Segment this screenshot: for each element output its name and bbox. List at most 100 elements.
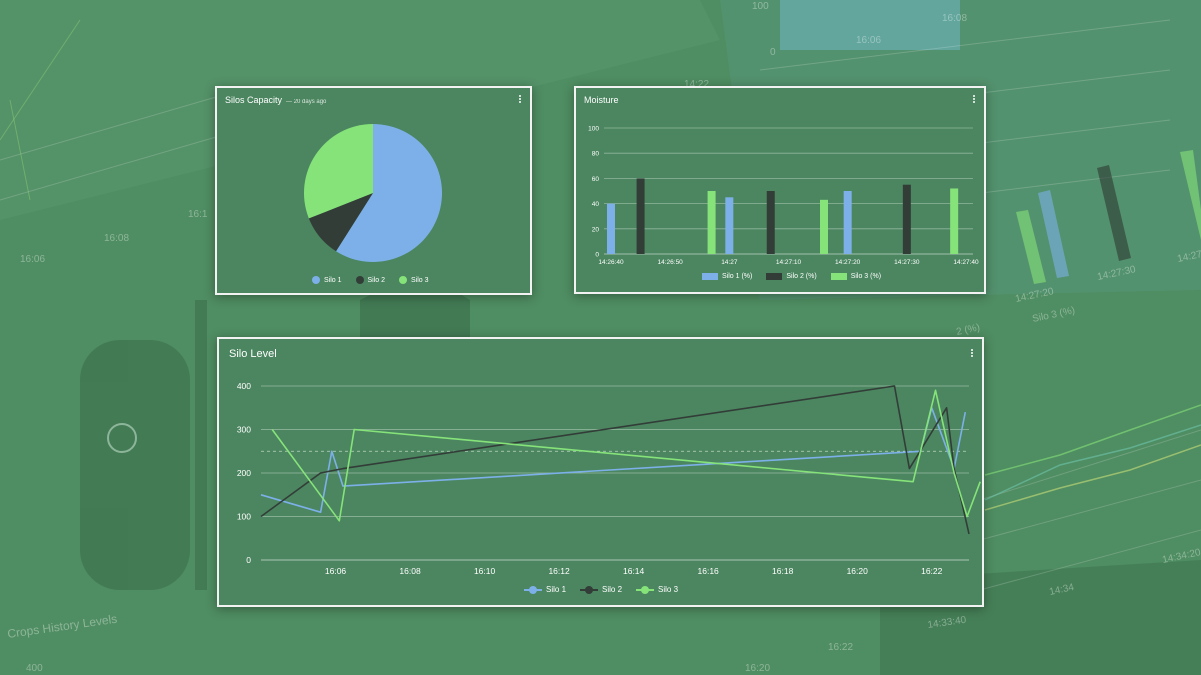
- legend-swatch: [355, 276, 364, 284]
- bg-tick-label: 16:06: [20, 254, 45, 265]
- moisture-card: Moisture 0 20 40 60 80 100 14:26:40 14:26:50 14:…: [574, 86, 986, 294]
- y-tick-label: 100: [237, 512, 251, 522]
- bar-silo-3: [820, 199, 828, 254]
- bar-silo-1: [607, 203, 615, 254]
- capacity-pie-chart: [304, 124, 442, 262]
- x-tick-label: 16:10: [474, 566, 496, 576]
- silo-level-line-chart: 0 100 200 300 400 16:06 16:08 16:10 16:12 16:14 16…: [237, 381, 981, 576]
- line-silo-1: [260, 407, 967, 513]
- legend-item-silo-3[interactable]: Silo 3 (%): [830, 273, 882, 280]
- x-tick-label: 14:27:20: [835, 259, 861, 266]
- x-tick-label: 14:26:50: [658, 259, 684, 266]
- bar-silo-2: [766, 191, 775, 254]
- legend-item-silo-2[interactable]: Silo 2: [355, 276, 386, 284]
- bar-silo-3: [707, 191, 716, 254]
- legend-item-silo-2[interactable]: Silo 2: [580, 585, 622, 594]
- x-tick-label: 16:18: [772, 566, 794, 576]
- pie-slice-silo-2: [308, 193, 373, 252]
- legend-swatch: [636, 585, 655, 594]
- line-silo-3: [271, 389, 981, 522]
- bg-tick-label: 16:08: [942, 13, 967, 24]
- more-vert-icon[interactable]: [970, 348, 974, 360]
- bg-tick-label: 14:22: [684, 79, 709, 90]
- bg-tick-label: 16:20: [745, 663, 770, 674]
- legend-label: Silo 2: [602, 585, 623, 594]
- y-tick-label: 300: [237, 425, 251, 435]
- legend-item-silo-1[interactable]: Silo 1: [524, 585, 566, 594]
- bg-tick-label: 16:22: [828, 642, 853, 653]
- silo-level-title: Silo Level: [229, 348, 277, 360]
- card-title: Silos Capacity — 20 days ago: [225, 95, 326, 105]
- legend-swatch: [580, 585, 599, 594]
- bg-tick-label: 16:1: [188, 209, 208, 220]
- line-silo-2: [260, 385, 970, 535]
- y-tick-label: 0: [595, 252, 599, 259]
- legend-label: Silo 3: [411, 276, 429, 284]
- silos-capacity-title: Silos Capacity: [225, 95, 283, 105]
- y-tick-label: 200: [237, 468, 251, 478]
- more-vert-icon[interactable]: [518, 94, 522, 106]
- legend-swatch: [312, 276, 320, 284]
- more-vert-icon[interactable]: [972, 94, 976, 106]
- silos-capacity-card: Silos Capacity — 20 days ago Silo 1 Silo …: [215, 86, 532, 295]
- legend-label: Silo 3: [658, 585, 679, 594]
- bg-tick-label: 400: [26, 663, 43, 674]
- x-tick-label: 16:16: [698, 566, 720, 576]
- x-tick-label: 16:14: [623, 566, 645, 576]
- legend-label: Silo 1: [546, 585, 567, 594]
- legend-item-silo-2[interactable]: Silo 2 (%): [766, 273, 817, 280]
- bg-tick-label: 0: [770, 47, 776, 58]
- bar-silo-1: [725, 197, 734, 254]
- y-tick-label: 80: [592, 151, 600, 158]
- y-tick-label: 0: [246, 555, 251, 565]
- bg-tick-label: 14:33:40: [927, 615, 968, 631]
- moisture-legend: Silo 1 (%) Silo 2 (%) Silo 3 (%): [702, 273, 881, 280]
- legend-swatch: [524, 585, 542, 594]
- y-tick-label: 400: [237, 381, 251, 391]
- x-tick-label: 16:06: [325, 566, 347, 576]
- x-tick-label: 16:08: [399, 566, 421, 576]
- capacity-legend: Silo 1 Silo 2 Silo 3: [312, 276, 429, 284]
- legend-swatch: [766, 273, 783, 280]
- x-tick-label: 16:20: [847, 566, 869, 576]
- bg-tick-label: 16:06: [856, 35, 881, 46]
- x-tick-label: 14:26:40: [598, 259, 624, 266]
- legend-label: Silo 3 (%): [850, 273, 882, 280]
- bar-silo-2: [902, 184, 911, 254]
- bar-silo-2: [636, 178, 645, 254]
- bg-legend-label: 2 (%): [955, 322, 981, 338]
- bg-tick-label: 16:08: [104, 233, 129, 244]
- legend-item-silo-3[interactable]: Silo 3: [636, 585, 678, 594]
- moisture-title: Moisture: [584, 95, 619, 105]
- x-tick-label: 16:22: [921, 566, 943, 576]
- legend-item-silo-1[interactable]: Silo 1: [312, 276, 342, 284]
- legend-swatch: [702, 273, 718, 280]
- bar-silo-1: [843, 191, 852, 254]
- legend-swatch: [399, 276, 408, 284]
- y-tick-label: 40: [592, 201, 600, 208]
- legend-item-silo-3[interactable]: Silo 3: [399, 276, 429, 284]
- bg-tick-label: 100: [752, 1, 769, 12]
- x-tick-label: 16:12: [548, 566, 570, 576]
- legend-label: Silo 1: [324, 276, 342, 284]
- y-tick-label: 20: [592, 226, 600, 233]
- pie-slice-silo-1: [336, 124, 442, 262]
- moisture-bar-chart: 0 20 40 60 80 100 14:26:40 14:26:50 14:27 14:27:1…: [588, 126, 979, 267]
- x-tick-label: 14:27:10: [776, 259, 802, 266]
- y-tick-label: 100: [588, 126, 599, 133]
- legend-item-silo-1[interactable]: Silo 1 (%): [702, 273, 752, 280]
- silo-level-legend: Silo 1 Silo 2 Silo 3: [524, 585, 678, 594]
- pie-slice-silo-3: [304, 124, 373, 219]
- bg-tick-label: 14:34: [1048, 582, 1075, 598]
- legend-label: Silo 1 (%): [722, 273, 753, 280]
- x-tick-label: 14:27: [721, 259, 738, 266]
- legend-label: Silo 2 (%): [786, 273, 817, 280]
- bar-silo-3: [950, 188, 959, 254]
- legend-label: Silo 2: [367, 276, 386, 284]
- legend-swatch: [830, 273, 847, 280]
- silos-capacity-subtitle: — 20 days ago: [286, 99, 327, 105]
- x-tick-label: 14:27:40: [953, 259, 979, 266]
- x-tick-label: 14:27:30: [894, 259, 920, 266]
- silo-level-card: Silo Level 0 100 200 300 400 16:06 16:08 16:10 1…: [217, 337, 984, 607]
- y-tick-label: 60: [592, 176, 600, 183]
